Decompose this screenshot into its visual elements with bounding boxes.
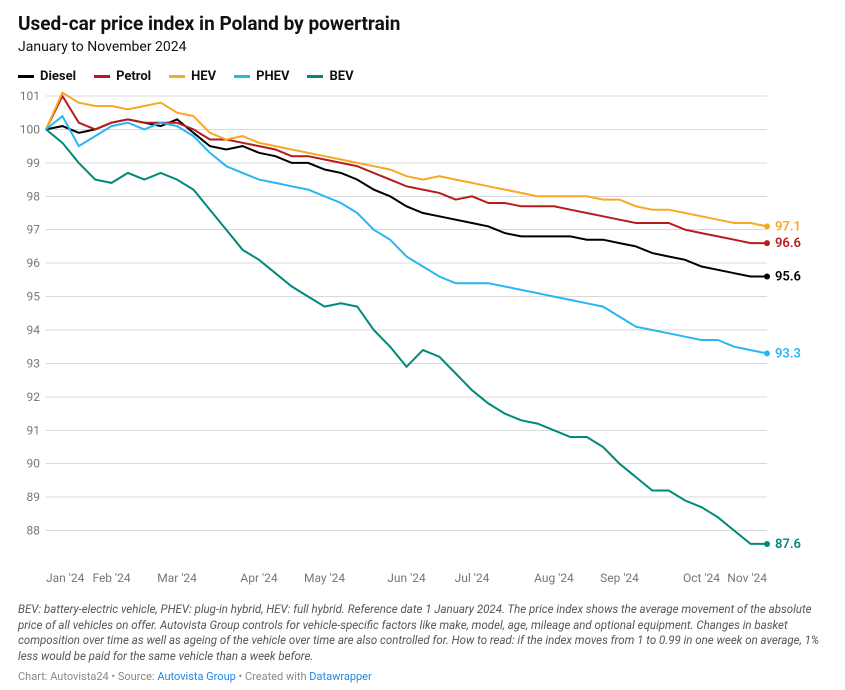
legend-swatch bbox=[307, 75, 323, 78]
x-tick-label: Mar '24 bbox=[157, 571, 197, 585]
series-end-label: 95.6 bbox=[775, 270, 801, 285]
chart-area: 88 89 90 91 92 93 94 95 96 97 98 99 100 101 Jan '24 Feb… bbox=[18, 90, 827, 594]
y-tick-label: 97 bbox=[27, 223, 41, 237]
legend-item: BEV bbox=[307, 69, 353, 84]
y-tick-label: 94 bbox=[27, 323, 41, 337]
x-tick-label: Apr '24 bbox=[240, 571, 277, 585]
legend-swatch bbox=[18, 75, 34, 78]
legend-item: PHEV bbox=[234, 69, 289, 84]
series-end-label: 97.1 bbox=[775, 219, 801, 234]
y-tick-label: 96 bbox=[27, 256, 41, 270]
chart-credit: Chart: Autovista24 • Source: Autovista G… bbox=[18, 670, 827, 683]
legend: Diesel Petrol HEV PHEV BEV bbox=[18, 69, 827, 84]
y-tick-label: 100 bbox=[20, 122, 40, 136]
series-end-dot bbox=[764, 223, 770, 229]
y-tick-label: 99 bbox=[27, 156, 41, 170]
x-tick-label: Jun '24 bbox=[387, 571, 426, 585]
y-grid bbox=[46, 96, 767, 531]
legend-label: Petrol bbox=[116, 69, 151, 84]
x-tick-label: Nov '24 bbox=[727, 571, 767, 585]
y-tick-label: 95 bbox=[27, 290, 41, 304]
series-line bbox=[46, 129, 767, 544]
x-tick-label: May '24 bbox=[304, 571, 345, 585]
series-end-dot bbox=[764, 541, 770, 547]
y-tick-label: 88 bbox=[27, 524, 41, 538]
x-tick-label: Feb '24 bbox=[92, 571, 130, 585]
legend-swatch bbox=[94, 75, 110, 78]
line-chart-svg: 88 89 90 91 92 93 94 95 96 97 98 99 100 101 Jan '24 Feb… bbox=[18, 90, 827, 590]
legend-label: PHEV bbox=[256, 69, 289, 84]
y-tick-label: 92 bbox=[27, 390, 41, 404]
x-tick-label: Sep '24 bbox=[600, 571, 639, 585]
x-tick-label: Oct '24 bbox=[683, 571, 720, 585]
chart-title: Used-car price index in Poland by powert… bbox=[18, 12, 827, 35]
x-tick-label: Jan '24 bbox=[46, 571, 85, 585]
series-line bbox=[46, 96, 767, 243]
series-end-dot bbox=[764, 240, 770, 246]
credit-middle: • Created with bbox=[236, 670, 309, 683]
legend-item: Diesel bbox=[18, 69, 76, 84]
legend-swatch bbox=[169, 75, 185, 78]
credit-source-link[interactable]: Autovista Group bbox=[157, 670, 235, 683]
y-tick-label: 93 bbox=[27, 356, 41, 370]
chart-subtitle: January to November 2024 bbox=[18, 39, 827, 55]
series-end-dot bbox=[764, 350, 770, 356]
series-line bbox=[46, 119, 767, 276]
legend-item: Petrol bbox=[94, 69, 151, 84]
legend-item: HEV bbox=[169, 69, 216, 84]
series-line bbox=[46, 116, 767, 353]
y-tick-label: 98 bbox=[27, 189, 41, 203]
series-end-dot bbox=[764, 274, 770, 280]
y-tick-label: 101 bbox=[20, 90, 40, 103]
x-tick-label: Aug '24 bbox=[534, 571, 574, 585]
legend-label: HEV bbox=[191, 69, 216, 84]
legend-swatch bbox=[234, 75, 250, 78]
y-tick-label: 89 bbox=[27, 490, 41, 504]
series-end-label: 87.6 bbox=[775, 537, 801, 552]
y-tick-label: 90 bbox=[27, 457, 41, 471]
credit-prefix: Chart: Autovista24 • Source: bbox=[18, 670, 157, 683]
credit-tool-link[interactable]: Datawrapper bbox=[309, 670, 371, 683]
y-tick-label: 91 bbox=[27, 423, 41, 437]
legend-label: BEV bbox=[329, 69, 353, 84]
chart-footnote: BEV: battery-electric vehicle, PHEV: plu… bbox=[18, 602, 827, 664]
x-tick-label: Jul '24 bbox=[455, 571, 490, 585]
series-end-label: 93.3 bbox=[775, 346, 801, 361]
legend-label: Diesel bbox=[40, 69, 76, 84]
series-end-label: 96.6 bbox=[775, 236, 801, 251]
